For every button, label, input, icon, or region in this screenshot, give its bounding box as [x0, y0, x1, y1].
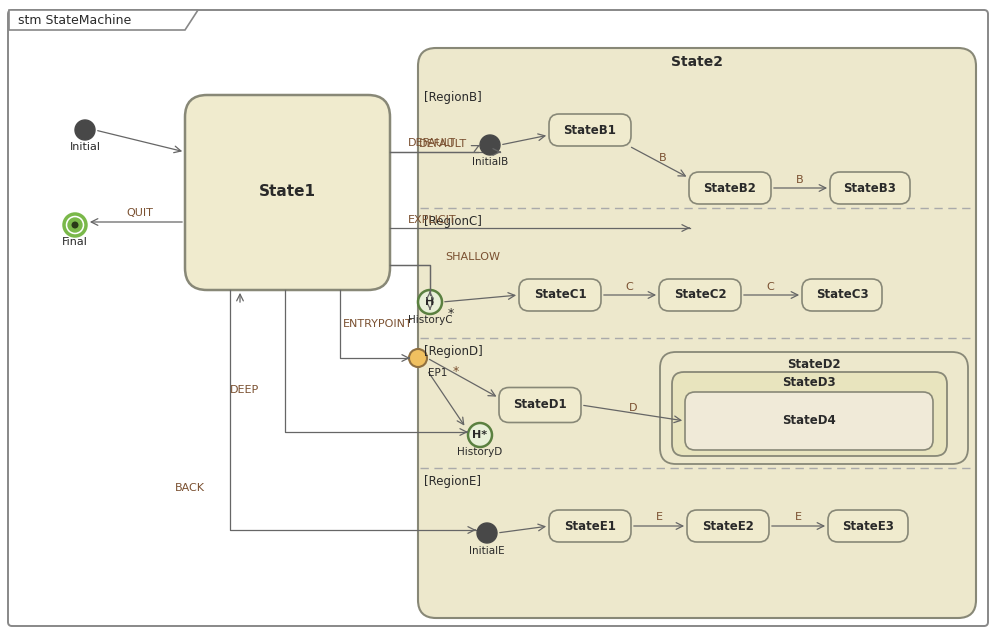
Text: DEFAULT: DEFAULT: [408, 138, 456, 148]
Text: StateE1: StateE1: [564, 519, 616, 533]
Text: Initial: Initial: [70, 142, 101, 152]
FancyBboxPatch shape: [828, 510, 908, 542]
Text: StateB2: StateB2: [703, 181, 756, 195]
Text: E: E: [655, 512, 662, 522]
Text: StateC1: StateC1: [534, 288, 587, 302]
Circle shape: [418, 290, 442, 314]
FancyBboxPatch shape: [685, 392, 933, 450]
Text: QUIT: QUIT: [126, 208, 153, 218]
Text: EXPLICIT: EXPLICIT: [407, 215, 456, 225]
Text: StateD1: StateD1: [513, 399, 567, 411]
Text: DEEP: DEEP: [230, 385, 259, 395]
Text: StateD2: StateD2: [787, 358, 841, 372]
Text: D: D: [628, 403, 637, 413]
Text: [RegionD]: [RegionD]: [424, 346, 483, 358]
FancyBboxPatch shape: [549, 510, 631, 542]
Text: B: B: [659, 153, 666, 163]
Text: H: H: [425, 297, 434, 307]
Text: E: E: [795, 512, 802, 522]
Circle shape: [477, 523, 497, 543]
Text: State1: State1: [259, 184, 316, 200]
FancyBboxPatch shape: [689, 172, 771, 204]
Text: InitialE: InitialE: [469, 546, 505, 556]
Text: HistoryD: HistoryD: [457, 447, 503, 457]
Text: StateB3: StateB3: [844, 181, 896, 195]
Text: [RegionE]: [RegionE]: [424, 476, 481, 489]
FancyBboxPatch shape: [519, 279, 601, 311]
FancyBboxPatch shape: [8, 10, 988, 626]
Text: B: B: [796, 175, 804, 185]
Circle shape: [480, 135, 500, 155]
Circle shape: [468, 423, 492, 447]
Text: InitialB: InitialB: [472, 157, 508, 167]
Text: StateD4: StateD4: [782, 415, 836, 427]
Text: DEFAULT: DEFAULT: [419, 139, 467, 149]
Text: StateB1: StateB1: [564, 124, 617, 136]
Circle shape: [75, 120, 95, 140]
FancyBboxPatch shape: [830, 172, 910, 204]
FancyBboxPatch shape: [659, 279, 741, 311]
Text: StateC2: StateC2: [673, 288, 726, 302]
Circle shape: [409, 349, 427, 367]
Text: H*: H*: [472, 430, 488, 440]
Text: EP1: EP1: [428, 368, 447, 378]
FancyBboxPatch shape: [687, 510, 769, 542]
Text: StateD3: StateD3: [782, 377, 836, 389]
Text: *: *: [448, 307, 454, 321]
FancyBboxPatch shape: [802, 279, 882, 311]
FancyBboxPatch shape: [418, 48, 976, 618]
Text: ENTRYPOINT: ENTRYPOINT: [343, 319, 412, 329]
FancyBboxPatch shape: [549, 114, 631, 146]
FancyBboxPatch shape: [185, 95, 390, 290]
Text: StateC3: StateC3: [816, 288, 869, 302]
Text: [RegionC]: [RegionC]: [424, 216, 482, 228]
Text: Final: Final: [62, 237, 88, 247]
Text: HistoryC: HistoryC: [407, 315, 452, 325]
Text: [RegionB]: [RegionB]: [424, 91, 482, 105]
FancyBboxPatch shape: [499, 387, 581, 422]
Text: StateE3: StateE3: [842, 519, 894, 533]
FancyBboxPatch shape: [660, 352, 968, 464]
Text: State2: State2: [671, 55, 723, 69]
Circle shape: [68, 218, 82, 232]
FancyBboxPatch shape: [672, 372, 947, 456]
Text: BACK: BACK: [175, 483, 205, 493]
Text: StateE2: StateE2: [702, 519, 754, 533]
Text: *: *: [453, 365, 459, 378]
Polygon shape: [9, 10, 198, 30]
Text: C: C: [625, 282, 632, 292]
Text: C: C: [766, 282, 774, 292]
Text: stm StateMachine: stm StateMachine: [18, 13, 131, 27]
Circle shape: [72, 221, 79, 228]
Text: SHALLOW: SHALLOW: [445, 252, 500, 262]
